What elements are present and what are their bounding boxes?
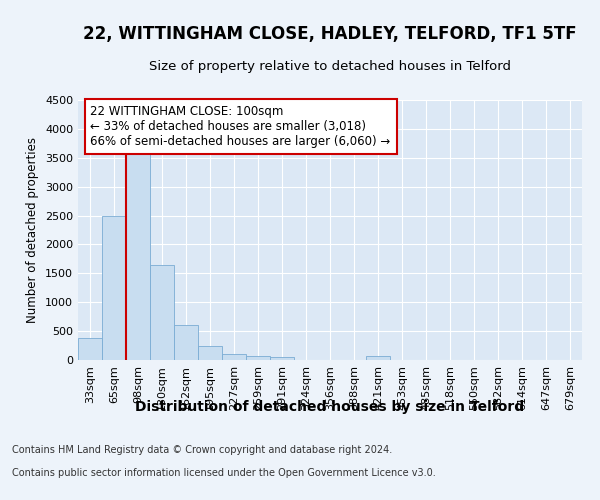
Bar [102,216,126,360]
Y-axis label: Number of detached properties: Number of detached properties [26,137,40,323]
Text: Distribution of detached houses by size in Telford: Distribution of detached houses by size … [136,400,524,414]
Bar [366,356,390,360]
Bar [198,346,222,360]
Bar [126,144,150,360]
Bar [78,338,102,360]
Bar [222,354,246,360]
Bar [174,326,198,360]
Text: Contains public sector information licensed under the Open Government Licence v3: Contains public sector information licen… [12,468,436,477]
Text: Size of property relative to detached houses in Telford: Size of property relative to detached ho… [149,60,511,73]
Text: 22, WITTINGHAM CLOSE, HADLEY, TELFORD, TF1 5TF: 22, WITTINGHAM CLOSE, HADLEY, TELFORD, T… [83,25,577,43]
Text: Contains HM Land Registry data © Crown copyright and database right 2024.: Contains HM Land Registry data © Crown c… [12,445,392,455]
Text: 22 WITTINGHAM CLOSE: 100sqm
← 33% of detached houses are smaller (3,018)
66% of : 22 WITTINGHAM CLOSE: 100sqm ← 33% of det… [91,104,391,148]
Bar [246,356,270,360]
Bar [150,264,174,360]
Bar [270,357,294,360]
